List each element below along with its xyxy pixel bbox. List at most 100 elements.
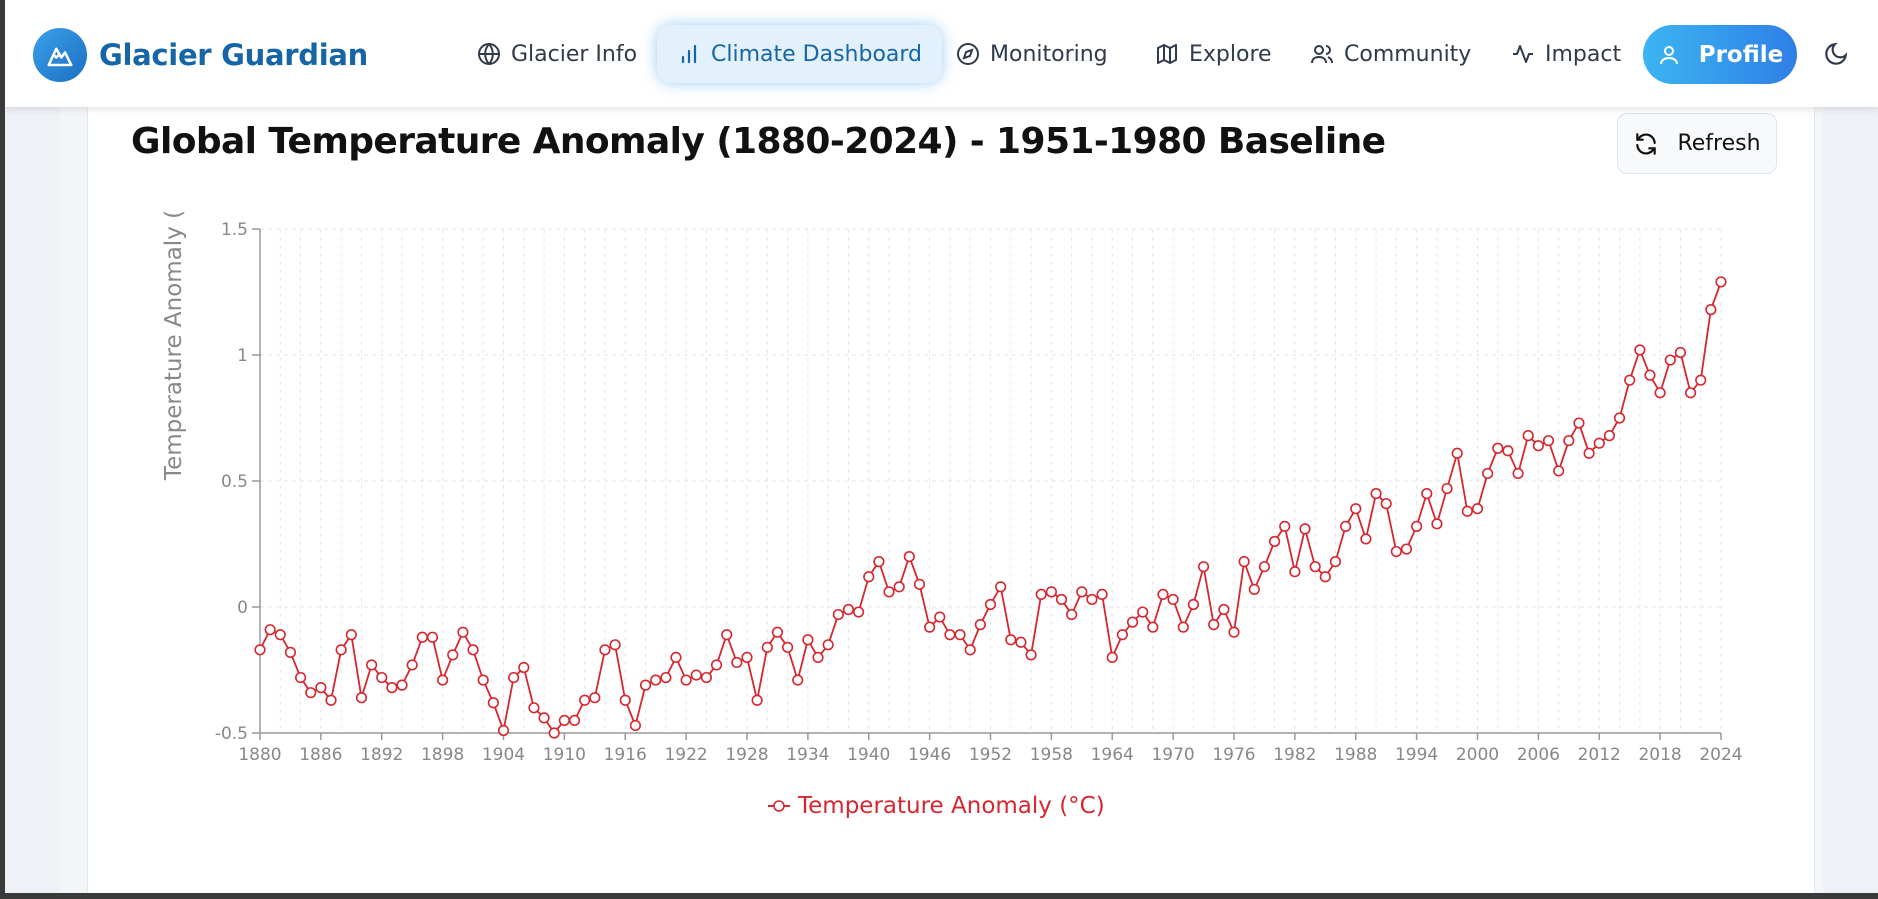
data-point: [1593, 437, 1605, 449]
nav-impact-label: Impact: [1545, 41, 1622, 67]
legend-label: Temperature Anomaly (°C): [797, 793, 1105, 819]
data-point: [1613, 412, 1626, 424]
data-point: [1208, 619, 1220, 631]
y-tick-label: -0.5: [215, 724, 248, 744]
x-tick-label: 2012: [1578, 745, 1621, 765]
data-point: [1177, 621, 1189, 633]
x-tick-label: 1988: [1334, 745, 1377, 765]
y-tick-label: 0.5: [221, 472, 248, 492]
nav-impact[interactable]: Impact: [1511, 25, 1621, 83]
data-point: [1705, 304, 1717, 316]
data-point: [700, 671, 713, 684]
nav-climate-dashboard-label: Climate Dashboard: [711, 41, 923, 67]
data-point: [1309, 561, 1321, 573]
data-point: [1411, 520, 1423, 532]
x-tick-label: 1964: [1091, 745, 1134, 765]
data-point: [924, 621, 936, 633]
data-point: [1583, 447, 1595, 459]
data-point: [944, 629, 956, 641]
data-point: [802, 634, 814, 646]
data-point: [761, 641, 773, 653]
data-point: [1015, 636, 1027, 648]
x-tick-label: 1958: [1030, 745, 1073, 765]
data-point: [1553, 465, 1565, 477]
nav-community-label: Community: [1344, 41, 1472, 67]
data-point: [325, 694, 337, 706]
x-tick-label: 1952: [969, 745, 1012, 765]
brand-name[interactable]: Glacier Guardian: [99, 38, 368, 72]
y-tick-label: 1.5: [221, 220, 248, 240]
data-point: [1035, 588, 1047, 601]
data-point: [1106, 651, 1118, 664]
data-point: [1563, 435, 1575, 447]
profile-button[interactable]: Profile: [1643, 25, 1797, 84]
data-point: [477, 674, 489, 686]
data-point: [1319, 571, 1331, 583]
data-point: [822, 639, 834, 651]
nav-explore[interactable]: Explore: [1155, 25, 1272, 83]
data-point: [1522, 430, 1534, 442]
data-point: [913, 578, 926, 590]
data-point: [1076, 586, 1088, 598]
data-point: [528, 702, 540, 714]
data-point: [437, 674, 449, 686]
nav-climate-dashboard[interactable]: Climate Dashboard: [657, 25, 943, 83]
app-frame: Glacier Guardian Glacier Info Climate Da…: [5, 0, 1878, 893]
data-point: [1248, 583, 1260, 595]
data-point: [1441, 482, 1453, 495]
data-point: [487, 697, 499, 709]
data-point: [1268, 535, 1281, 548]
data-point: [1370, 488, 1382, 500]
data-point: [579, 694, 591, 706]
x-tick-label: 2006: [1517, 745, 1560, 765]
nav-monitoring-label: Monitoring: [990, 41, 1108, 67]
x-tick-label: 1916: [604, 745, 647, 765]
data-point: [1197, 561, 1210, 573]
data-point: [751, 694, 763, 706]
data-point: [1644, 369, 1656, 381]
data-point: [1350, 503, 1362, 515]
data-point: [426, 631, 439, 643]
chart-card: [87, 80, 1815, 893]
x-tick-label: 1886: [299, 745, 342, 765]
x-tick-label: 1910: [543, 745, 586, 765]
y-axis-label: Temperature Anomaly (: [161, 210, 187, 481]
data-point: [497, 724, 510, 737]
data-point: [1431, 518, 1443, 530]
data-point: [1502, 445, 1514, 457]
data-point: [396, 679, 408, 691]
data-point: [1066, 608, 1078, 621]
x-tick-label: 1904: [482, 745, 525, 765]
data-point: [670, 651, 682, 664]
mountain-logo-icon[interactable]: [33, 28, 87, 82]
data-point: [680, 674, 692, 686]
data-point: [1492, 442, 1504, 454]
x-tick-label: 2000: [1456, 745, 1499, 765]
data-point: [315, 682, 327, 694]
data-point: [1055, 593, 1068, 606]
data-point: [1400, 543, 1413, 555]
x-tick-label: 1928: [725, 745, 768, 765]
data-point: [568, 714, 581, 727]
temperature-line-chart: -0.5 0 0.5 1 1.5 1880 1886 1892 1898 1904 1910 1916…: [161, 210, 1743, 819]
data-point: [1421, 488, 1433, 500]
nav-glacier-info[interactable]: Glacier Info: [477, 25, 637, 83]
data-point: [284, 646, 297, 658]
x-tick-label: 1940: [847, 745, 890, 765]
data-point: [457, 626, 469, 638]
data-point: [1512, 467, 1524, 480]
x-tick-label: 1994: [1395, 745, 1438, 765]
data-point: [1340, 520, 1352, 532]
nav-monitoring[interactable]: Monitoring: [956, 25, 1108, 83]
x-tick-label: 1892: [360, 745, 403, 765]
data-point: [1228, 626, 1240, 638]
data-point: [954, 629, 966, 641]
data-point: [1603, 430, 1615, 442]
data-point: [1695, 374, 1707, 386]
data-point: [1025, 649, 1037, 661]
legend-marker: [773, 800, 785, 812]
refresh-button[interactable]: Refresh: [1617, 113, 1777, 174]
moon-icon[interactable]: [1823, 41, 1849, 67]
nav-community[interactable]: Community: [1310, 25, 1471, 83]
data-point: [254, 644, 266, 656]
